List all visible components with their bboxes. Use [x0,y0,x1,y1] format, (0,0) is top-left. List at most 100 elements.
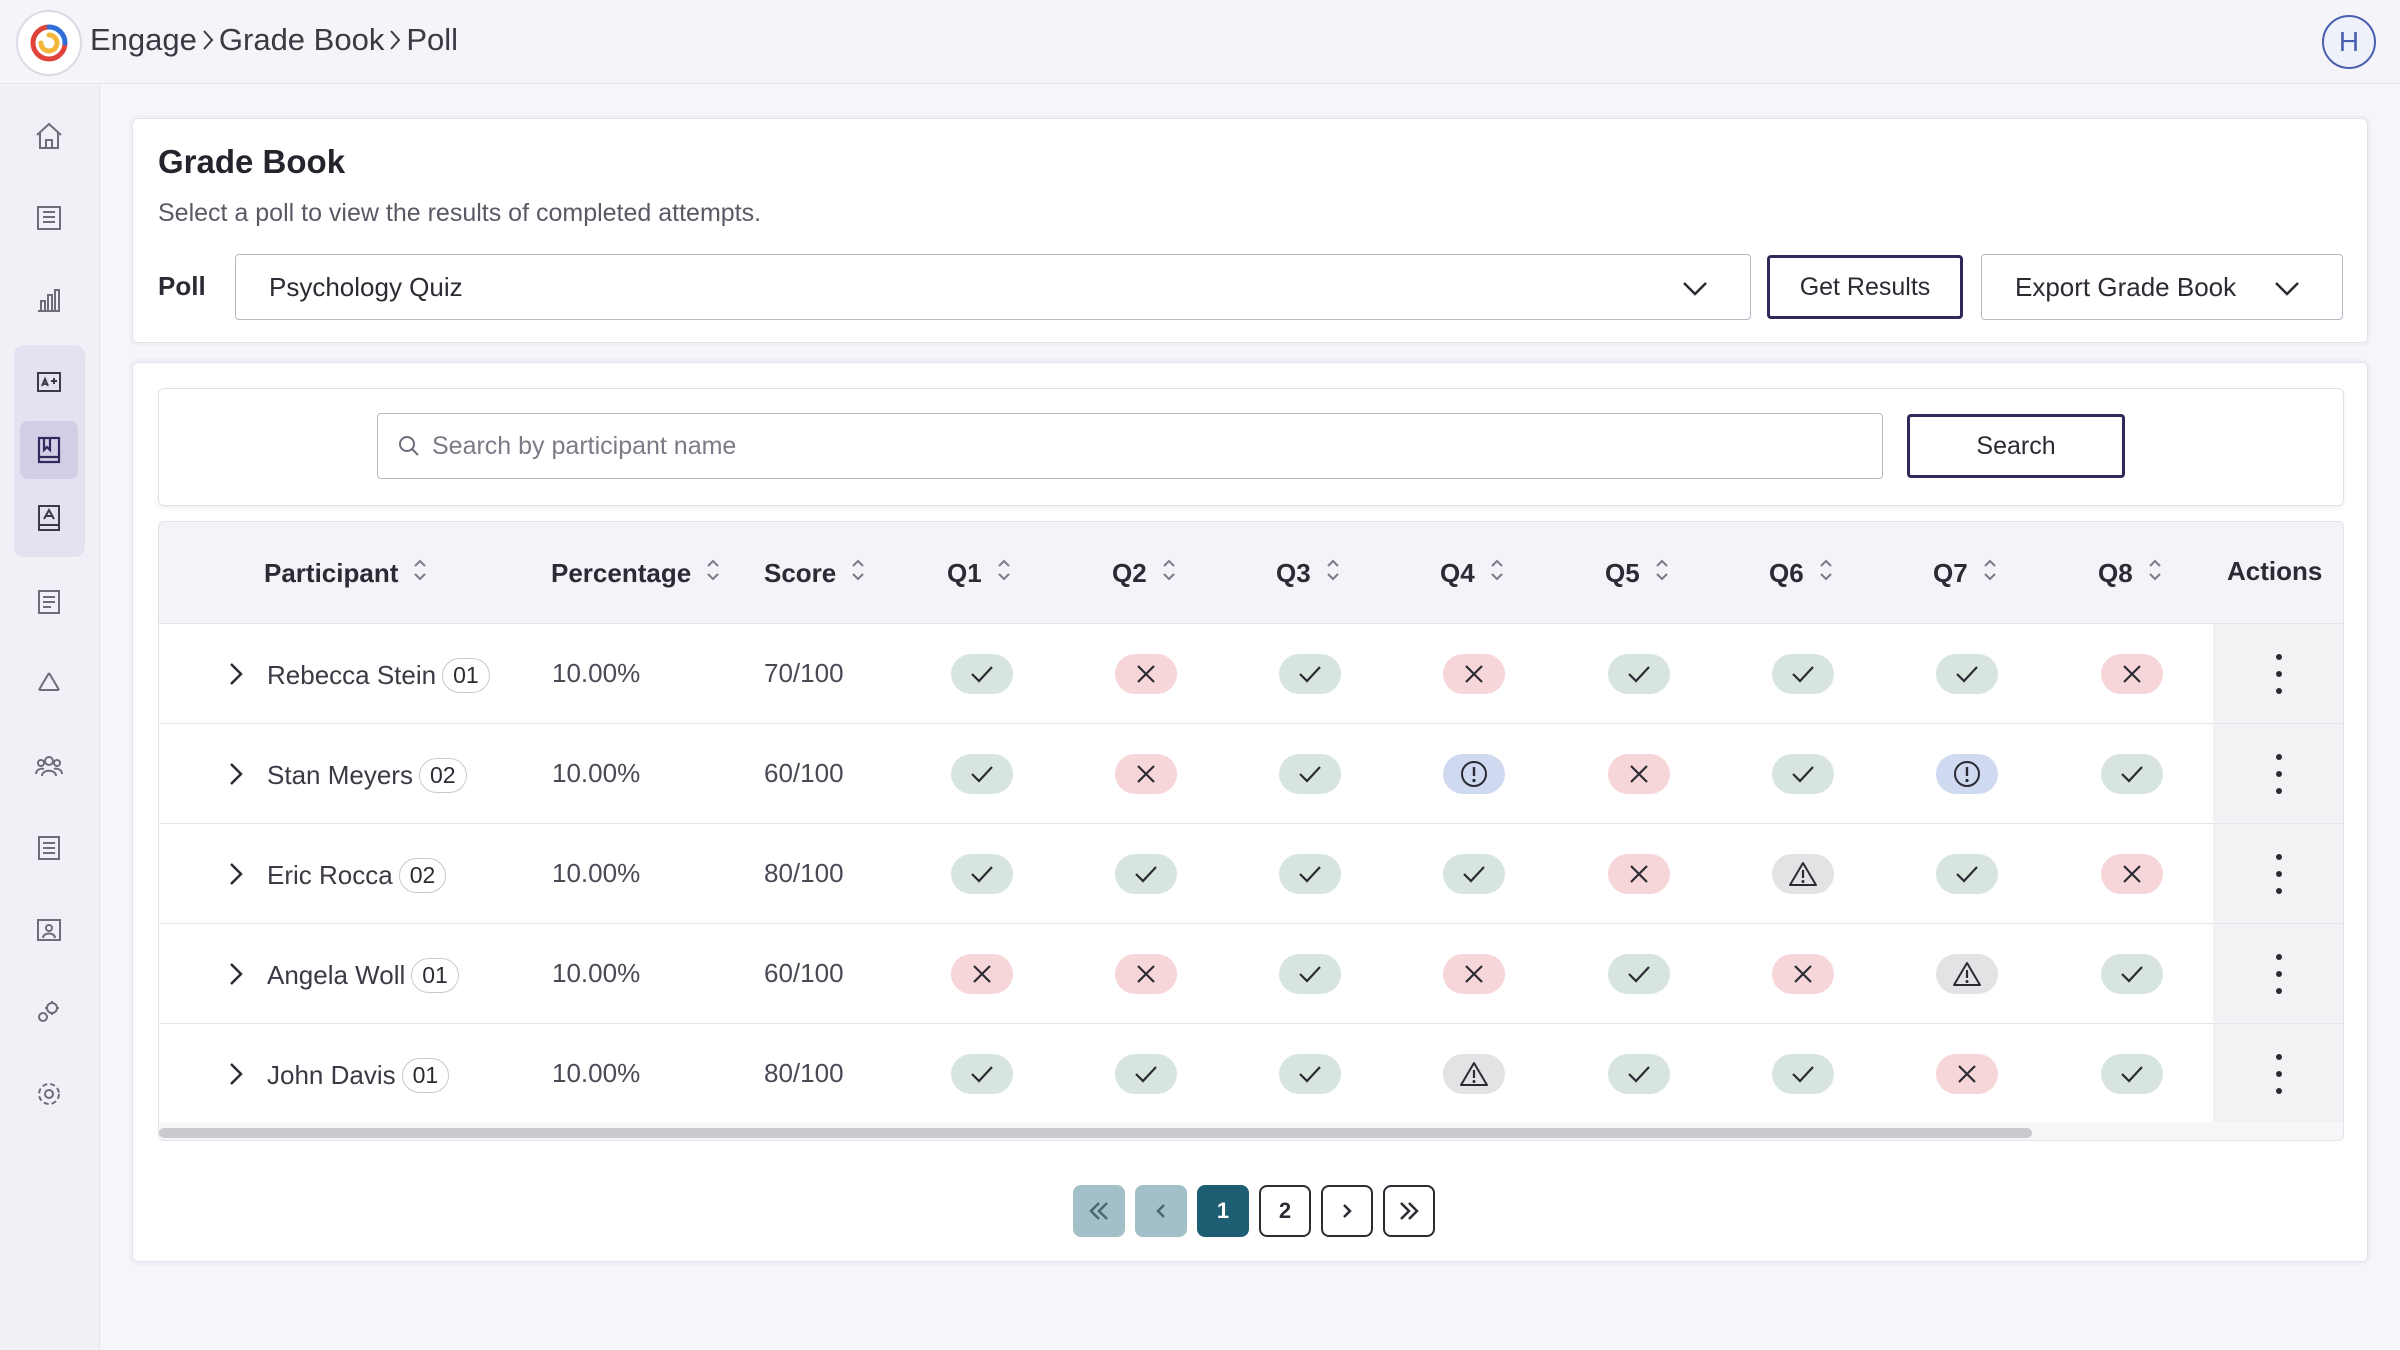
documents-icon[interactable] [20,819,78,877]
header-actions-label: Actions [2227,556,2323,586]
header-q3[interactable]: Q3 [1276,556,1341,591]
header-q3-label: Q3 [1276,558,1311,588]
horizontal-scrollbar[interactable] [159,1122,2343,1140]
header-q8[interactable]: Q8 [2098,556,2163,591]
app-logo[interactable] [16,10,82,76]
answer-correct-q3 [1279,854,1341,894]
assessment-icon[interactable] [20,353,78,411]
search-input[interactable]: Search by participant name [377,413,1883,479]
answer-warn-q7 [1936,954,1998,994]
check-icon [1299,666,1321,683]
expand-row-icon[interactable] [221,757,251,791]
check-icon [1463,866,1485,883]
percentage-cell: 10.00% [552,1058,641,1088]
library-icon[interactable] [20,189,78,247]
score-cell: 60/100 [764,758,844,788]
attempt-badge: 01 [442,658,490,693]
next-page-button[interactable] [1321,1185,1373,1237]
page-1-button[interactable]: 1 [1197,1185,1249,1237]
x-icon [2123,665,2141,683]
get-results-button[interactable]: Get Results [1767,255,1963,319]
answer-correct-q5 [1608,1054,1670,1094]
answer-correct-q7 [1936,854,1998,894]
expand-row-icon[interactable] [221,857,251,891]
sort-icon[interactable] [1818,556,1834,591]
answer-correct-q1 [951,754,1013,794]
top-bar: Engage Grade Book Poll H [0,0,2400,84]
header-participant[interactable]: Participant [264,556,428,591]
check-icon [1792,766,1814,783]
warning-triangle-icon [1789,862,1817,886]
row-actions-menu-icon[interactable] [2269,754,2289,794]
table-row: Rebecca Stein 01 10.00% 70/100 [159,624,2343,724]
search-panel: Search by participant name Search [158,388,2344,506]
row-actions-menu-icon[interactable] [2269,854,2289,894]
home-icon[interactable] [20,107,78,165]
groups-icon[interactable] [20,737,78,795]
export-grade-book-dropdown[interactable]: Export Grade Book [1981,254,2343,320]
header-q7[interactable]: Q7 [1933,556,1998,591]
score-cell: 80/100 [764,858,844,888]
table-row: John Davis 01 10.00% 80/100 [159,1024,2343,1124]
breadcrumb-engage[interactable]: Engage [90,22,197,57]
analytics-icon[interactable] [20,271,78,329]
page-2-button[interactable]: 2 [1259,1185,1311,1237]
check-icon [1299,1066,1321,1083]
answer-warn-q6 [1772,854,1834,894]
sort-icon[interactable] [1325,556,1341,591]
expand-row-icon[interactable] [221,657,251,691]
sort-icon[interactable] [1161,556,1177,591]
sort-icon[interactable] [1654,556,1670,591]
sort-icon[interactable] [705,556,721,591]
row-actions-menu-icon[interactable] [2269,954,2289,994]
expand-row-icon[interactable] [221,1057,251,1091]
gradebook-icon[interactable] [20,421,78,479]
check-icon [2121,1066,2143,1083]
chevron-down-icon [1680,275,1710,308]
answer-correct-q8 [2101,1054,2163,1094]
scrollbar-thumb[interactable] [159,1128,2032,1138]
prev-page-button[interactable] [1135,1185,1187,1237]
integrations-icon[interactable] [20,983,78,1041]
score-cell: 80/100 [764,1058,844,1088]
answer-correct-q4 [1443,854,1505,894]
search-placeholder: Search by participant name [432,431,737,460]
answer-correct-q1 [951,854,1013,894]
grades-icon[interactable] [20,489,78,547]
sort-icon[interactable] [996,556,1012,591]
poll-select[interactable]: Psychology Quiz [235,254,1751,320]
sort-icon[interactable] [412,556,428,591]
warning-triangle-icon [1953,962,1981,986]
header-q4[interactable]: Q4 [1440,556,1505,591]
header-percentage[interactable]: Percentage [551,556,721,591]
header-q2[interactable]: Q2 [1112,556,1177,591]
sort-icon[interactable] [1982,556,1998,591]
header-q5[interactable]: Q5 [1605,556,1670,591]
row-actions-menu-icon[interactable] [2269,654,2289,694]
gallery-icon[interactable] [20,901,78,959]
last-page-button[interactable] [1383,1185,1435,1237]
answer-correct-q3 [1279,754,1341,794]
search-button[interactable]: Search [1907,414,2125,478]
row-actions-menu-icon[interactable] [2269,1054,2289,1094]
sort-icon[interactable] [850,556,866,591]
header-percentage-label: Percentage [551,558,692,588]
header-score[interactable]: Score [764,556,866,591]
settings-icon[interactable] [20,1065,78,1123]
sort-icon[interactable] [1489,556,1505,591]
first-page-button[interactable] [1073,1185,1125,1237]
breadcrumb-grade-book[interactable]: Grade Book [218,22,385,57]
reports-icon[interactable] [20,573,78,631]
user-avatar[interactable]: H [2322,15,2376,69]
warning-triangle-icon [1460,1062,1488,1086]
participant-name: Rebecca Stein [267,660,437,690]
sort-icon[interactable] [2147,556,2163,591]
header-q1[interactable]: Q1 [947,556,1012,591]
header-participant-label: Participant [264,558,399,588]
recycle-icon[interactable] [20,655,78,713]
breadcrumb-poll: Poll [406,22,459,57]
answer-correct-q6 [1772,654,1834,694]
expand-row-icon[interactable] [221,957,251,991]
grade-table: Participant Percentage Score Q1 Q2 Q3 Q4 Q5 Q6 Q7… [158,521,2344,1141]
header-q6[interactable]: Q6 [1769,556,1834,591]
